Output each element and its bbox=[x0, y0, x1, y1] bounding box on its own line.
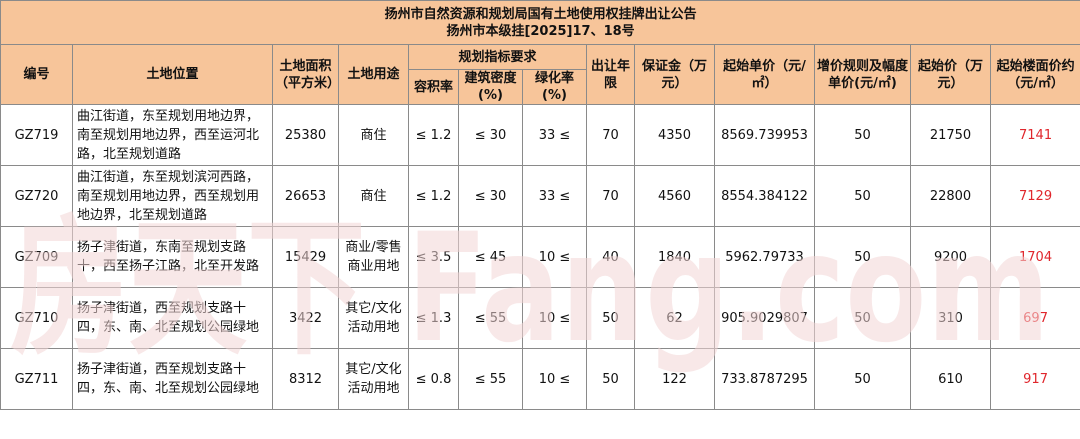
cell-green: 10 ≤ bbox=[522, 287, 587, 349]
cell-id: GZ720 bbox=[0, 165, 73, 227]
header-deposit: 保证金（万元） bbox=[634, 44, 715, 105]
cell-start-price: 21750 bbox=[910, 104, 991, 166]
cell-location: 曲江街道，东至规划用地边界，南至规划用地边界，西至运河北路，北至规划道路 bbox=[72, 104, 273, 166]
cell-location: 扬子津街道，西至规划支路十四，东、南、北至规划公园绿地 bbox=[72, 287, 273, 349]
header-far: 容积率 bbox=[408, 69, 459, 105]
cell-far: ≤ 0.8 bbox=[408, 348, 459, 410]
cell-far: ≤ 1.2 bbox=[408, 165, 459, 227]
cell-floor-price: 697 bbox=[989, 287, 1080, 349]
cell-term: 70 bbox=[586, 165, 635, 227]
cell-use: 其它/文化活动用地 bbox=[338, 348, 409, 410]
header-unit-price: 起始单价（元/㎡） bbox=[714, 44, 815, 105]
cell-density: ≤ 55 bbox=[458, 287, 523, 349]
cell-increment: 50 bbox=[814, 165, 911, 227]
cell-deposit: 122 bbox=[634, 348, 715, 410]
cell-location: 扬子津街道，东南至规划支路十，西至扬子江路，北至开发路 bbox=[72, 226, 273, 288]
cell-green: 33 ≤ bbox=[522, 104, 587, 166]
title-line-1: 扬州市自然资源和规划局国有土地使用权挂牌出让公告 bbox=[384, 6, 697, 22]
cell-term: 50 bbox=[586, 287, 635, 349]
header-start-price: 起始价（万元） bbox=[910, 44, 991, 105]
cell-id: GZ719 bbox=[0, 104, 73, 166]
cell-area: 26653 bbox=[272, 165, 339, 227]
header-increment: 增价规则及幅度单价(元/㎡) bbox=[814, 44, 911, 105]
title-line-2: 扬州市本级挂[2025]17、18号 bbox=[446, 23, 635, 39]
header-row-1: 编号 土地位置 土地面积（平方米） 土地用途 规划指标要求 出让年限 保证金（万… bbox=[0, 44, 1080, 105]
cell-term: 50 bbox=[586, 348, 635, 410]
cell-green: 10 ≤ bbox=[522, 226, 587, 288]
cell-use: 商住 bbox=[338, 104, 409, 166]
cell-term: 40 bbox=[586, 226, 635, 288]
land-auction-table: 扬州市自然资源和规划局国有土地使用权挂牌出让公告 扬州市本级挂[2025]17、… bbox=[0, 0, 1080, 410]
cell-location: 扬子津街道，西至规划支路十四，东、南、北至规划公园绿地 bbox=[72, 348, 273, 410]
cell-area: 8312 bbox=[272, 348, 339, 410]
cell-density: ≤ 30 bbox=[458, 165, 523, 227]
cell-unit-price: 8554.384122 bbox=[714, 165, 815, 227]
header-row-2: 容积率 建筑密度(%) 绿化率(%) bbox=[1, 69, 1080, 105]
cell-green: 10 ≤ bbox=[522, 348, 587, 410]
table-row: GZ719 曲江街道，东至规划用地边界，南至规划用地边界，西至运河北路，北至规划… bbox=[0, 104, 1080, 166]
header-term: 出让年限 bbox=[586, 44, 635, 105]
header-id: 编号 bbox=[0, 44, 73, 105]
cell-start-price: 9200 bbox=[910, 226, 991, 288]
cell-floor-price: 7141 bbox=[989, 104, 1080, 166]
cell-density: ≤ 30 bbox=[458, 104, 523, 166]
cell-area: 15429 bbox=[272, 226, 339, 288]
cell-deposit: 4350 bbox=[634, 104, 715, 166]
cell-deposit: 1840 bbox=[634, 226, 715, 288]
cell-start-price: 22800 bbox=[910, 165, 991, 227]
cell-unit-price: 5962.79733 bbox=[714, 226, 815, 288]
cell-id: GZ711 bbox=[0, 348, 73, 410]
title-row: 扬州市自然资源和规划局国有土地使用权挂牌出让公告 扬州市本级挂[2025]17、… bbox=[0, 0, 1080, 45]
cell-id: GZ710 bbox=[0, 287, 73, 349]
cell-start-price: 610 bbox=[910, 348, 991, 410]
cell-area: 3422 bbox=[272, 287, 339, 349]
header-floor-price: 起始楼面价约（元/㎡） bbox=[989, 44, 1080, 105]
header-use: 土地用途 bbox=[338, 44, 409, 105]
header-area: 土地面积（平方米） bbox=[272, 44, 339, 105]
cell-id: GZ709 bbox=[0, 226, 73, 288]
cell-density: ≤ 55 bbox=[458, 348, 523, 410]
cell-use: 商住 bbox=[338, 165, 409, 227]
header-green: 绿化率(%) bbox=[522, 69, 587, 105]
cell-use: 其它/文化活动用地 bbox=[338, 287, 409, 349]
cell-increment: 50 bbox=[814, 287, 911, 349]
header-planning: 规划指标要求 bbox=[408, 44, 587, 70]
cell-term: 70 bbox=[586, 104, 635, 166]
cell-far: ≤ 1.3 bbox=[408, 287, 459, 349]
cell-unit-price: 905.9029807 bbox=[714, 287, 815, 349]
cell-use: 商业/零售商业用地 bbox=[338, 226, 409, 288]
header-density: 建筑密度(%) bbox=[458, 69, 523, 105]
table-row: GZ709 扬子津街道，东南至规划支路十，西至扬子江路，北至开发路 15429 … bbox=[0, 226, 1080, 288]
cell-area: 25380 bbox=[272, 104, 339, 166]
cell-deposit: 62 bbox=[634, 287, 715, 349]
cell-density: ≤ 45 bbox=[458, 226, 523, 288]
cell-start-price: 310 bbox=[910, 287, 991, 349]
table-row: GZ710 扬子津街道，西至规划支路十四，东、南、北至规划公园绿地 3422 其… bbox=[0, 287, 1080, 349]
cell-deposit: 4560 bbox=[634, 165, 715, 227]
cell-far: ≤ 1.2 bbox=[408, 104, 459, 166]
cell-floor-price: 1704 bbox=[989, 226, 1080, 288]
table-title: 扬州市自然资源和规划局国有土地使用权挂牌出让公告 扬州市本级挂[2025]17、… bbox=[0, 0, 1080, 45]
cell-unit-price: 8569.739953 bbox=[714, 104, 815, 166]
cell-location: 曲江街道，东至规划滨河西路，南至规划用地边界，西至规划用地边界，北至规划道路 bbox=[72, 165, 273, 227]
cell-increment: 50 bbox=[814, 348, 911, 410]
cell-floor-price: 917 bbox=[989, 348, 1080, 410]
table-row: GZ720 曲江街道，东至规划滨河西路，南至规划用地边界，西至规划用地边界，北至… bbox=[0, 165, 1080, 227]
cell-green: 33 ≤ bbox=[522, 165, 587, 227]
header-location: 土地位置 bbox=[72, 44, 273, 105]
cell-increment: 50 bbox=[814, 226, 911, 288]
cell-increment: 50 bbox=[814, 104, 911, 166]
table-row: GZ711 扬子津街道，西至规划支路十四，东、南、北至规划公园绿地 8312 其… bbox=[0, 348, 1080, 410]
cell-far: ≤ 3.5 bbox=[408, 226, 459, 288]
cell-floor-price: 7129 bbox=[989, 165, 1080, 227]
cell-unit-price: 733.8787295 bbox=[714, 348, 815, 410]
